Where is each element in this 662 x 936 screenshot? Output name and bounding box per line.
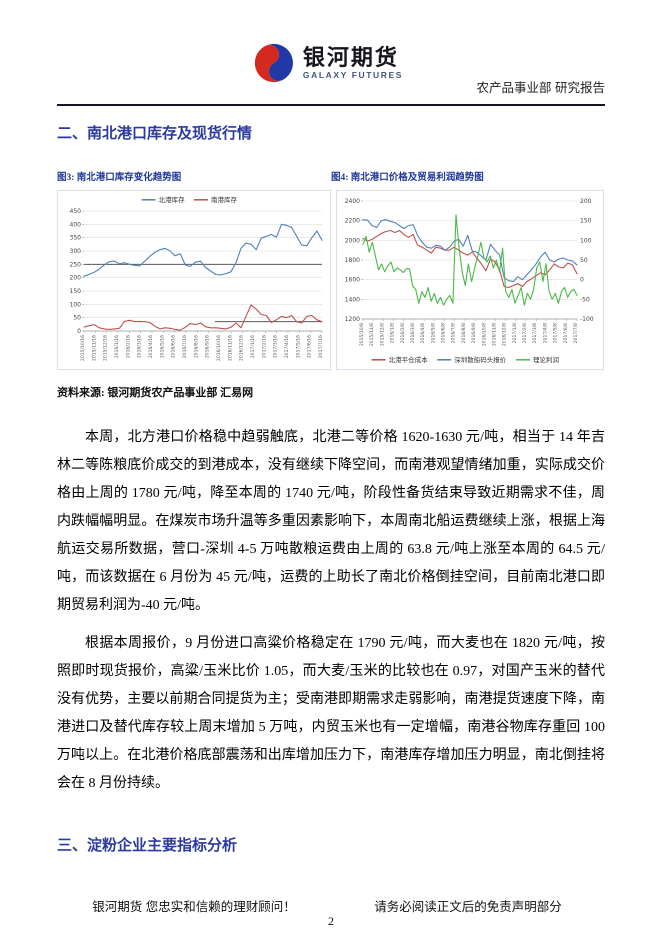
- svg-text:北港平仓成本: 北港平仓成本: [389, 355, 429, 364]
- svg-text:2017/7/8: 2017/7/8: [573, 323, 579, 343]
- svg-text:-100: -100: [580, 316, 594, 323]
- svg-text:100: 100: [70, 301, 82, 308]
- header: 银河期货 GALAXY FUTURES 农产品事业部 研究报告: [57, 40, 605, 96]
- galaxy-futures-logo: 银河期货 GALAXY FUTURES: [253, 42, 403, 84]
- svg-text:2000: 2000: [345, 237, 360, 244]
- svg-text:1600: 1600: [345, 277, 360, 284]
- svg-text:250: 250: [70, 261, 82, 268]
- svg-text:300: 300: [70, 248, 82, 255]
- svg-text:1400: 1400: [345, 296, 360, 303]
- svg-text:2017/4/16: 2017/4/16: [284, 335, 290, 358]
- svg-text:150: 150: [580, 218, 592, 225]
- svg-text:2017/6/16: 2017/6/16: [307, 335, 313, 358]
- section-2-title: 二、南北港口库存及现货行情: [57, 125, 253, 142]
- brand-name-en: GALAXY FUTURES: [302, 69, 404, 80]
- svg-text:2015/10/8: 2015/10/8: [359, 323, 365, 346]
- figure-4-chart-box: 1200 1400 1600 1800 2000 2200 2400 -100 -50 0 50 10…: [336, 190, 604, 370]
- svg-text:2015/11/8: 2015/11/8: [369, 323, 375, 346]
- svg-text:2016/8/8: 2016/8/8: [461, 323, 467, 343]
- svg-text:2016/5/16: 2016/5/16: [159, 335, 165, 358]
- svg-text:50: 50: [73, 315, 81, 322]
- svg-text:400: 400: [70, 221, 82, 228]
- svg-text:2016/12/16: 2016/12/16: [239, 335, 245, 361]
- svg-text:450: 450: [70, 208, 82, 215]
- svg-text:理论利润: 理论利润: [533, 355, 559, 364]
- footer-slogan: 银河期货 您忠实和信赖的理财顾问！: [92, 900, 296, 914]
- svg-text:200: 200: [70, 275, 82, 282]
- svg-text:0: 0: [580, 277, 584, 284]
- svg-text:2016/9/16: 2016/9/16: [205, 335, 211, 358]
- svg-text:2016/11/16: 2016/11/16: [227, 335, 233, 361]
- svg-text:200: 200: [580, 198, 592, 205]
- svg-text:2016/10/8: 2016/10/8: [481, 323, 487, 346]
- svg-text:2016/12/8: 2016/12/8: [502, 323, 508, 346]
- svg-text:2015/12/16: 2015/12/16: [103, 335, 109, 361]
- svg-text:150: 150: [70, 288, 82, 295]
- svg-text:2016/7/16: 2016/7/16: [182, 335, 188, 358]
- svg-text:2017/4/8: 2017/4/8: [542, 323, 548, 343]
- svg-text:50: 50: [580, 257, 588, 264]
- svg-text:2016/9/8: 2016/9/8: [471, 323, 477, 343]
- data-source-line: 资料来源: 银河期货农产品事业部 汇易网: [57, 387, 254, 399]
- page-number: 2: [328, 914, 334, 928]
- svg-text:2016/3/16: 2016/3/16: [137, 335, 143, 358]
- svg-text:2016/1/16: 2016/1/16: [114, 335, 120, 358]
- footer-disclaimer-note: 请务必阅读正文后的免责声明部分: [374, 900, 562, 914]
- svg-text:0: 0: [77, 328, 81, 335]
- galaxy-swirl-icon: [254, 43, 293, 83]
- svg-text:2015/10/16: 2015/10/16: [80, 335, 86, 361]
- svg-text:北港库存: 北港库存: [159, 195, 186, 204]
- svg-text:2017/3/16: 2017/3/16: [273, 335, 279, 358]
- svg-text:2015/12/8: 2015/12/8: [379, 323, 385, 346]
- section-3-title: 三、淀粉企业主要指标分析: [57, 837, 238, 854]
- header-divider: [57, 104, 605, 106]
- svg-text:350: 350: [70, 235, 82, 242]
- department-report-label: 农产品事业部 研究报告: [476, 81, 605, 95]
- brand-name-cn: 银河期货: [302, 44, 399, 70]
- charts-row: 0 50 100 150 200 250 300 350 400 450 2015/10/16 201…: [57, 190, 605, 370]
- svg-text:2016/6/8: 2016/6/8: [441, 323, 447, 343]
- svg-text:1800: 1800: [345, 257, 360, 264]
- figure-caption-row: 图3: 南北港口库存变化趋势图 图4: 南北港口价格及贸易利润趋势图: [57, 169, 605, 183]
- svg-text:2016/8/16: 2016/8/16: [193, 335, 199, 358]
- svg-text:100: 100: [580, 237, 592, 244]
- svg-text:深圳散船码头报价: 深圳散船码头报价: [454, 355, 507, 364]
- port-price-profit-line-chart: 1200 1400 1600 1800 2000 2200 2400 -100 -50 0 50 10…: [345, 198, 594, 364]
- svg-text:2017/1/16: 2017/1/16: [250, 335, 256, 358]
- svg-text:2400: 2400: [345, 198, 360, 205]
- svg-text:1200: 1200: [345, 316, 360, 323]
- page-footer: 银河期货 您忠实和信赖的理财顾问！ 请务必阅读正文后的免责声明部分: [57, 896, 605, 915]
- svg-text:2016/4/8: 2016/4/8: [420, 323, 426, 343]
- svg-text:2016/3/8: 2016/3/8: [410, 323, 416, 343]
- svg-text:2017/5/8: 2017/5/8: [553, 323, 559, 343]
- body-paragraph-2: 根据本周报价，9 月份进口高粱价格稳定在 1790 元/吨，而大麦也在 1820…: [57, 636, 605, 791]
- svg-text:2200: 2200: [345, 218, 360, 225]
- svg-text:2016/2/16: 2016/2/16: [125, 335, 131, 358]
- port-inventory-line-chart: 0 50 100 150 200 250 300 350 400 450 2015/10/16 201…: [70, 195, 324, 361]
- svg-text:2015/11/16: 2015/11/16: [91, 335, 97, 361]
- svg-text:2016/6/16: 2016/6/16: [171, 335, 177, 358]
- svg-text:-50: -50: [580, 296, 590, 303]
- svg-text:2016/7/8: 2016/7/8: [451, 323, 457, 343]
- svg-text:2016/4/16: 2016/4/16: [148, 335, 154, 358]
- svg-text:2016/11/8: 2016/11/8: [491, 323, 497, 346]
- figure-3-caption: 图3: 南北港口库存变化趋势图: [57, 173, 182, 183]
- logo-text: 银河期货 GALAXY FUTURES: [302, 44, 404, 81]
- svg-text:2016/1/8: 2016/1/8: [390, 323, 396, 343]
- svg-text:2017/6/8: 2017/6/8: [563, 323, 569, 343]
- svg-text:2017/2/8: 2017/2/8: [522, 323, 528, 343]
- body-paragraph-1: 本周，北方港口价格稳中趋弱触底，北港二等价格 1620-1630 元/吨，相当于…: [57, 430, 605, 613]
- figure-3-chart-box: 0 50 100 150 200 250 300 350 400 450 2015/10/16 201…: [57, 190, 331, 370]
- svg-text:2017/3/8: 2017/3/8: [532, 323, 538, 343]
- svg-text:2017/2/16: 2017/2/16: [261, 335, 267, 358]
- svg-text:南港库存: 南港库存: [211, 195, 238, 204]
- svg-text:2017/1/8: 2017/1/8: [512, 323, 518, 343]
- figure-4-caption: 图4: 南北港口价格及贸易利润趋势图: [331, 173, 484, 183]
- svg-text:2016/10/16: 2016/10/16: [216, 335, 222, 361]
- svg-text:2017/7/16: 2017/7/16: [318, 335, 324, 358]
- svg-text:2017/5/16: 2017/5/16: [295, 335, 301, 358]
- svg-text:2016/5/8: 2016/5/8: [430, 323, 436, 343]
- svg-text:2016/2/8: 2016/2/8: [400, 323, 406, 343]
